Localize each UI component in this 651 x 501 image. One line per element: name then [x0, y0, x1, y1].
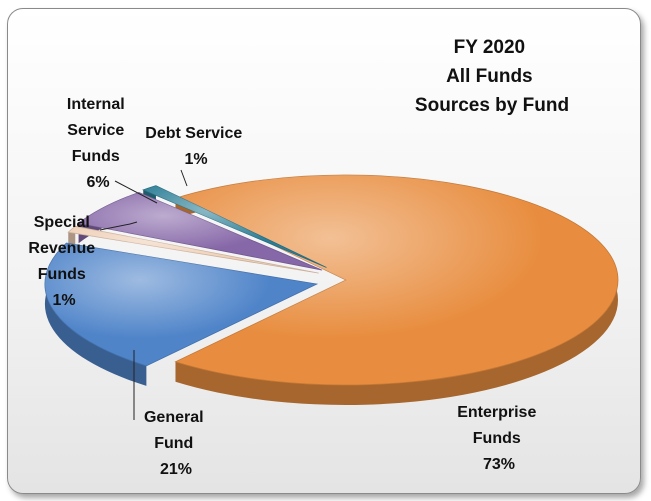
- leader-line-3: [180, 169, 188, 187]
- chart-title-line-2: All Funds: [446, 66, 533, 87]
- leader-line-2: [114, 180, 158, 204]
- leader-line-1: [99, 221, 138, 231]
- leader-lines: [99, 169, 188, 420]
- slice-highlight-0: [175, 175, 618, 385]
- slice-highlight-1: [44, 243, 317, 366]
- label-special-revenue-funds: Special Revenue Funds 1%: [28, 214, 99, 309]
- slice-highlight-2: [68, 226, 319, 274]
- slice-highlight-4: [143, 185, 327, 268]
- label-enterprise-funds: Enterprise Funds 73%: [457, 404, 541, 473]
- chart-title-line-1: FY 2020: [454, 37, 525, 58]
- label-general-fund: General Fund 21%: [144, 409, 208, 478]
- pie-slices: [44, 174, 619, 405]
- label-internal-service-funds: Internal Service Funds 6%: [67, 96, 129, 191]
- label-debt-service: Debt Service 1%: [145, 125, 246, 168]
- chart-title: FY 2020 All Funds Sources by Fund: [415, 37, 569, 116]
- chart-title-line-3: Sources by Fund: [415, 95, 569, 116]
- slice-highlight-3: [78, 192, 323, 271]
